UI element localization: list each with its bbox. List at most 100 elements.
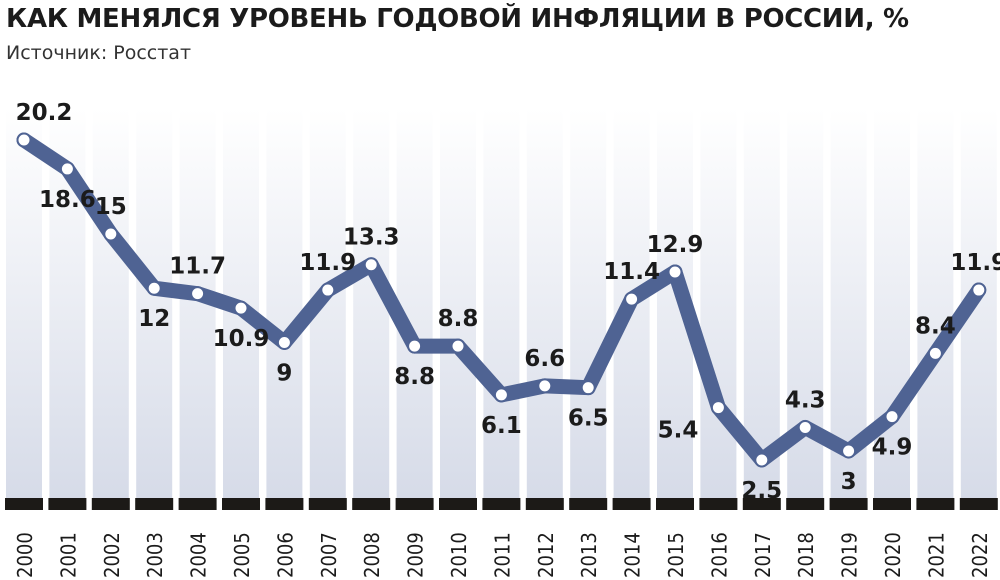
data-label-2017: 2.5 xyxy=(741,478,782,504)
year-label-2015: 2015 xyxy=(664,532,688,578)
axis-bar-2012 xyxy=(525,498,564,510)
year-label-2022: 2022 xyxy=(968,532,992,578)
column-bg-2003 xyxy=(136,108,173,498)
data-point-2011 xyxy=(493,387,509,403)
data-point-2003 xyxy=(146,280,162,296)
year-label-2016: 2016 xyxy=(707,532,731,578)
axis-bar-2022 xyxy=(959,498,998,510)
year-label-2011: 2011 xyxy=(490,532,514,578)
chart-title: КАК МЕНЯЛСЯ УРОВЕНЬ ГОДОВОЙ ИНФЛЯЦИИ В Р… xyxy=(6,4,909,34)
year-label-2001: 2001 xyxy=(56,532,80,578)
data-label-2019: 3 xyxy=(841,469,857,495)
data-label-2011: 6.1 xyxy=(481,413,522,439)
column-bg-2017 xyxy=(743,108,780,498)
axis-bar-2000 xyxy=(5,498,43,510)
year-label-2019: 2019 xyxy=(838,532,862,578)
year-label-2021: 2021 xyxy=(924,532,948,578)
data-label-2001: 18.6 xyxy=(39,187,96,213)
axis-bar-2008 xyxy=(352,498,391,510)
axis-bar-2021 xyxy=(916,498,955,510)
year-label-2014: 2014 xyxy=(621,532,645,578)
year-label-2000: 2000 xyxy=(13,532,37,578)
data-label-2015: 12.9 xyxy=(647,232,704,258)
axis-bar-2020 xyxy=(873,498,911,510)
data-label-2006: 9 xyxy=(276,360,292,386)
axis-bar-2005 xyxy=(222,498,260,510)
data-point-2002 xyxy=(103,226,119,242)
column-bg-2000 xyxy=(6,108,42,498)
axis-bar-2001 xyxy=(48,498,87,510)
data-label-2009: 8.8 xyxy=(394,364,435,390)
data-point-2005 xyxy=(233,300,249,316)
axis-bar-2016 xyxy=(699,498,738,510)
column-bg-2002 xyxy=(92,108,129,498)
year-label-2020: 2020 xyxy=(881,532,905,578)
year-label-2013: 2013 xyxy=(577,532,601,578)
axis-bar-2010 xyxy=(439,498,477,510)
data-label-2022: 11.9 xyxy=(950,250,1000,276)
data-point-2021 xyxy=(927,345,943,361)
column-bg-2021 xyxy=(917,108,954,498)
axis-bar-2011 xyxy=(482,498,521,510)
data-label-2021: 8.4 xyxy=(915,313,956,339)
axis-bar-2014 xyxy=(612,498,651,510)
column-bg-2016 xyxy=(700,108,737,498)
year-label-2008: 2008 xyxy=(360,532,384,578)
data-point-2014 xyxy=(624,291,640,307)
year-label-2007: 2007 xyxy=(317,532,341,578)
axis-bar-2007 xyxy=(308,498,347,510)
data-point-2017 xyxy=(754,452,770,468)
axis-bar-2015 xyxy=(656,498,694,510)
data-point-2020 xyxy=(884,409,900,425)
axis-bar-2009 xyxy=(395,498,434,510)
year-label-2005: 2005 xyxy=(230,532,254,578)
year-label-2010: 2010 xyxy=(447,532,471,578)
data-label-2014: 11.4 xyxy=(603,259,660,285)
data-label-2002: 15 xyxy=(95,194,127,220)
year-label-2002: 2002 xyxy=(100,532,124,578)
data-label-2000: 20.2 xyxy=(16,100,73,126)
year-label-2006: 2006 xyxy=(273,532,297,578)
axis-bar-2013 xyxy=(569,498,608,510)
data-label-2013: 6.5 xyxy=(568,406,609,432)
axis-bar-2002 xyxy=(91,498,130,510)
chart-source: Источник: Росстат xyxy=(6,42,192,64)
data-label-2010: 8.8 xyxy=(438,306,479,332)
data-point-2004 xyxy=(190,286,206,302)
data-point-2022 xyxy=(971,282,987,298)
year-label-2004: 2004 xyxy=(187,532,211,578)
axis-bar-2019 xyxy=(829,498,868,510)
axis-bar-2017 xyxy=(742,498,781,510)
data-point-2019 xyxy=(841,443,857,459)
column-bg-2013 xyxy=(570,108,607,498)
column-bg-2011 xyxy=(483,108,520,498)
data-point-2006 xyxy=(276,334,292,350)
data-point-2007 xyxy=(320,282,336,298)
data-point-2009 xyxy=(407,338,423,354)
column-bg-2006 xyxy=(266,108,303,498)
year-label-2018: 2018 xyxy=(794,532,818,578)
year-label-2017: 2017 xyxy=(751,532,775,578)
data-label-2018: 4.3 xyxy=(785,387,826,413)
data-point-2012 xyxy=(537,378,553,394)
data-point-2001 xyxy=(59,161,75,177)
column-bg-2012 xyxy=(526,108,563,498)
axis-bar-2004 xyxy=(178,498,217,510)
year-label-2003: 2003 xyxy=(143,532,167,578)
data-point-2013 xyxy=(580,380,596,396)
data-point-2015 xyxy=(667,264,683,280)
column-bg-2009 xyxy=(396,108,433,498)
data-label-2003: 12 xyxy=(138,306,170,332)
axis-bar-2006 xyxy=(265,498,304,510)
year-label-2012: 2012 xyxy=(534,532,558,578)
data-point-2000 xyxy=(16,132,32,148)
data-point-2016 xyxy=(710,400,726,416)
data-point-2018 xyxy=(797,419,813,435)
data-label-2012: 6.6 xyxy=(524,346,565,372)
data-label-2008: 13.3 xyxy=(343,225,400,251)
data-label-2007: 11.9 xyxy=(299,250,356,276)
data-label-2016: 5.4 xyxy=(658,418,699,444)
column-bg-2010 xyxy=(440,108,476,498)
data-point-2010 xyxy=(450,338,466,354)
